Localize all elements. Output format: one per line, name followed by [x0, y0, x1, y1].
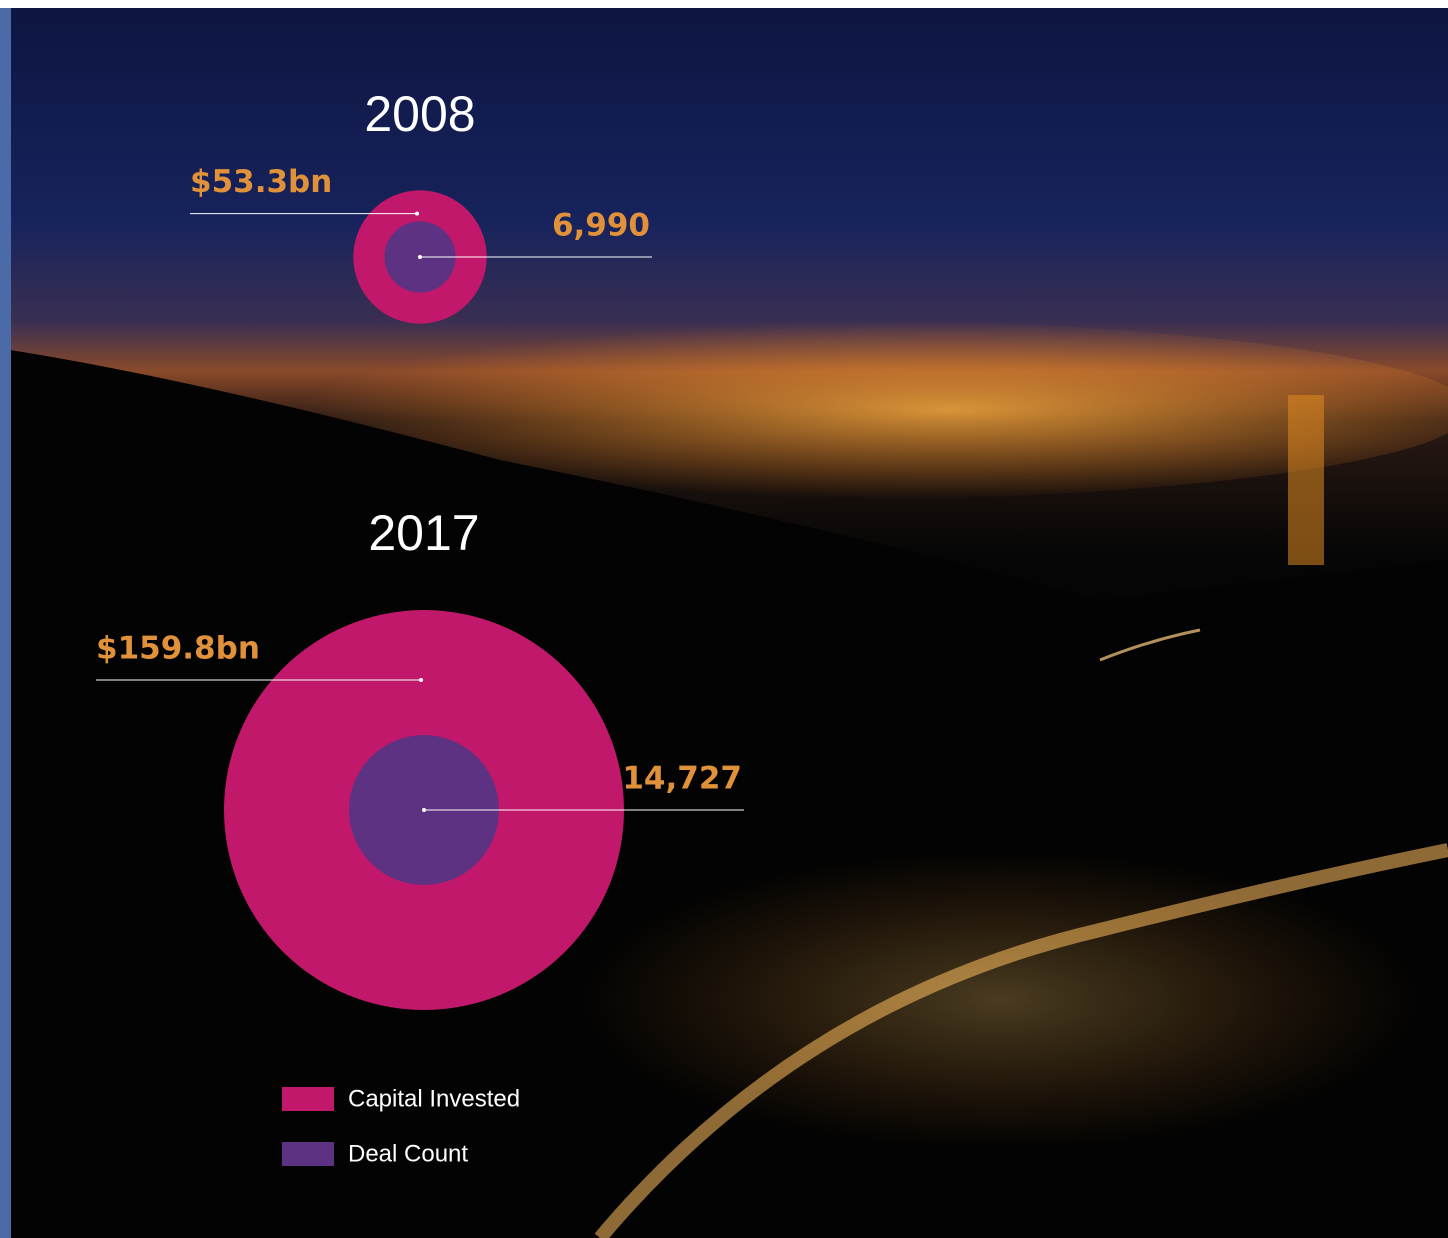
leader-dot — [418, 255, 422, 259]
legend-label: Capital Invested — [348, 1085, 520, 1112]
bridge-tower — [1288, 395, 1324, 565]
legend-swatch — [282, 1087, 334, 1111]
value-label: $53.3bn — [190, 164, 332, 200]
side-stripe — [0, 0, 11, 1238]
page: {"chart_data": {"type": "nested-circle",… — [0, 0, 1448, 1238]
leader-dot — [419, 678, 423, 682]
group-title: 2008 — [364, 86, 475, 142]
leader-dot — [415, 212, 419, 216]
road-glow — [580, 850, 1420, 1150]
value-label: 6,990 — [552, 208, 650, 244]
infographic: 2008 $53.3bn 6,990 2017 $159.8bn 14,727 Capita… — [0, 0, 1448, 1238]
legend-swatch — [282, 1142, 334, 1166]
top-strip — [0, 0, 1448, 8]
value-label: $159.8bn — [96, 631, 260, 667]
value-label: 14,727 — [622, 761, 742, 797]
group-title: 2017 — [368, 505, 479, 561]
leader-dot — [422, 808, 426, 812]
legend-label: Deal Count — [348, 1140, 468, 1167]
